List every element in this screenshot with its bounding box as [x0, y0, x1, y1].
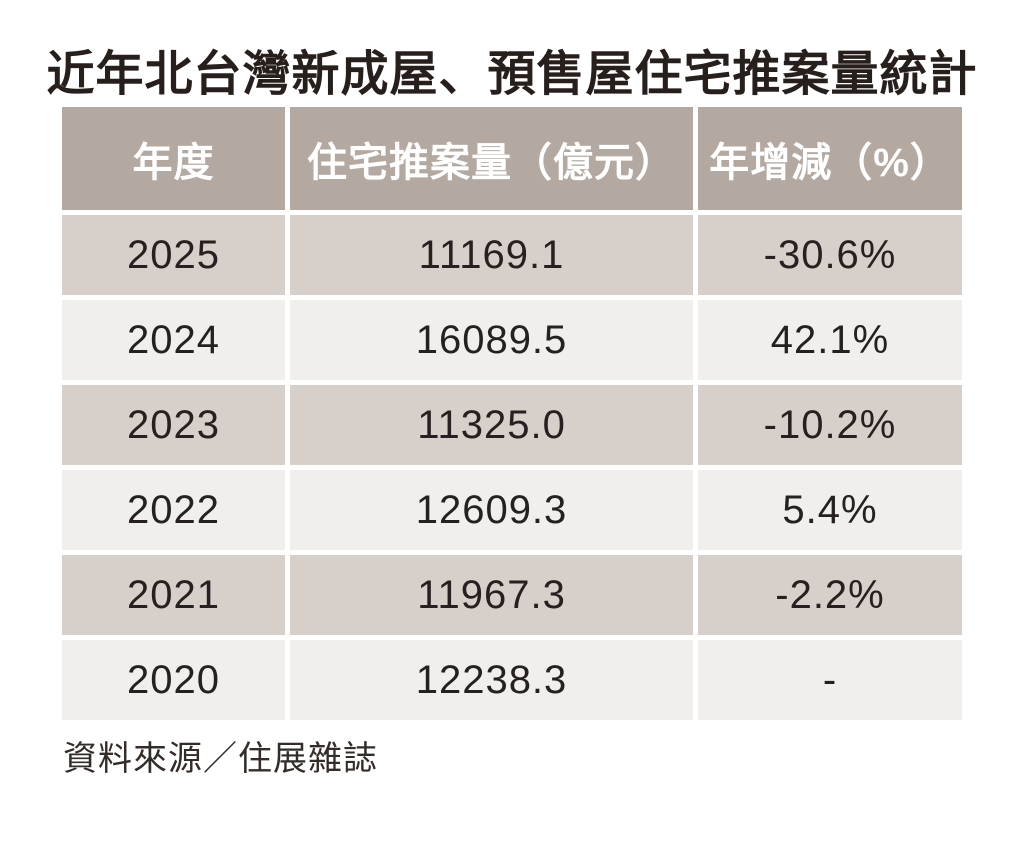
yoy-change-cell: -30.6% [698, 215, 962, 295]
table-row: 2020 12238.3 - [62, 640, 962, 720]
volume-cell: 12609.3 [290, 470, 693, 550]
year-cell: 2025 [62, 215, 285, 295]
header-cell-volume: 住宅推案量（億元） [290, 107, 693, 210]
volume-cell: 11967.3 [290, 555, 693, 635]
table-row: 2022 12609.3 5.4% [62, 470, 962, 550]
table-row: 2021 11967.3 -2.2% [62, 555, 962, 635]
year-cell: 2020 [62, 640, 285, 720]
table-row: 2024 16089.5 42.1% [62, 300, 962, 380]
volume-cell: 11325.0 [290, 385, 693, 465]
page-title: 近年北台灣新成屋、預售屋住宅推案量統計 [46, 48, 978, 101]
yoy-change-cell: - [698, 640, 962, 720]
yoy-change-cell: 42.1% [698, 300, 962, 380]
source-note: 資料來源／住展雜誌 [63, 740, 378, 778]
year-cell: 2023 [62, 385, 285, 465]
year-cell: 2021 [62, 555, 285, 635]
year-cell: 2024 [62, 300, 285, 380]
yoy-change-cell: -10.2% [698, 385, 962, 465]
header-cell-yoy-change: 年增減（%） [698, 107, 962, 210]
table-header-row: 年度 住宅推案量（億元） 年增減（%） [62, 107, 962, 210]
yoy-change-cell: 5.4% [698, 470, 962, 550]
year-cell: 2022 [62, 470, 285, 550]
volume-cell: 12238.3 [290, 640, 693, 720]
table-row: 2023 11325.0 -10.2% [62, 385, 962, 465]
statistics-table: 年度 住宅推案量（億元） 年增減（%） 2025 11169.1 -30.6% … [62, 107, 962, 720]
volume-cell: 11169.1 [290, 215, 693, 295]
table-body: 2025 11169.1 -30.6% 2024 16089.5 42.1% 2… [62, 215, 962, 720]
volume-cell: 16089.5 [290, 300, 693, 380]
header-cell-year: 年度 [62, 107, 285, 210]
yoy-change-cell: -2.2% [698, 555, 962, 635]
table-row: 2025 11169.1 -30.6% [62, 215, 962, 295]
